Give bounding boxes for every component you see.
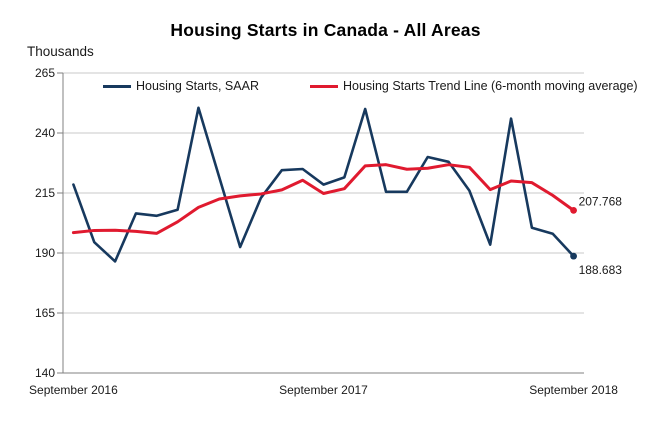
y-axis-tick-label: 265	[35, 66, 55, 80]
x-axis-tick-label: September 2016	[29, 383, 118, 397]
legend-label-housing-starts-saar: Housing Starts, SAAR	[136, 79, 259, 93]
y-axis-unit-label: Thousands	[27, 44, 94, 59]
legend-line-swatch-red	[310, 84, 338, 88]
legend-line-swatch-blue	[103, 84, 131, 88]
legend-item-trend-line: Housing Starts Trend Line (6-month movin…	[310, 79, 638, 93]
series-end-label-trend: 207.768	[579, 194, 623, 208]
chart-line-saar	[72, 106, 575, 263]
y-axis-tick-label: 190	[35, 246, 55, 260]
legend-label-trend-line: Housing Starts Trend Line (6-month movin…	[343, 79, 638, 93]
y-axis-tick-label: 240	[35, 126, 55, 140]
y-axis-tick-label: 215	[35, 186, 55, 200]
chart-end-dot-trend	[570, 206, 577, 214]
chart-line-trend	[71, 163, 576, 235]
chart-title: Housing Starts in Canada - All Areas	[170, 20, 481, 40]
y-axis-tick-label: 140	[35, 366, 55, 380]
x-axis-tick-label: September 2018	[529, 383, 618, 397]
series-end-label-saar: 188.683	[579, 263, 623, 277]
x-axis-tick-label: September 2017	[279, 383, 368, 397]
chart-end-dot-saar	[570, 252, 577, 260]
legend-item-housing-starts-saar: Housing Starts, SAAR	[103, 79, 259, 93]
y-axis-tick-label: 165	[35, 306, 55, 320]
